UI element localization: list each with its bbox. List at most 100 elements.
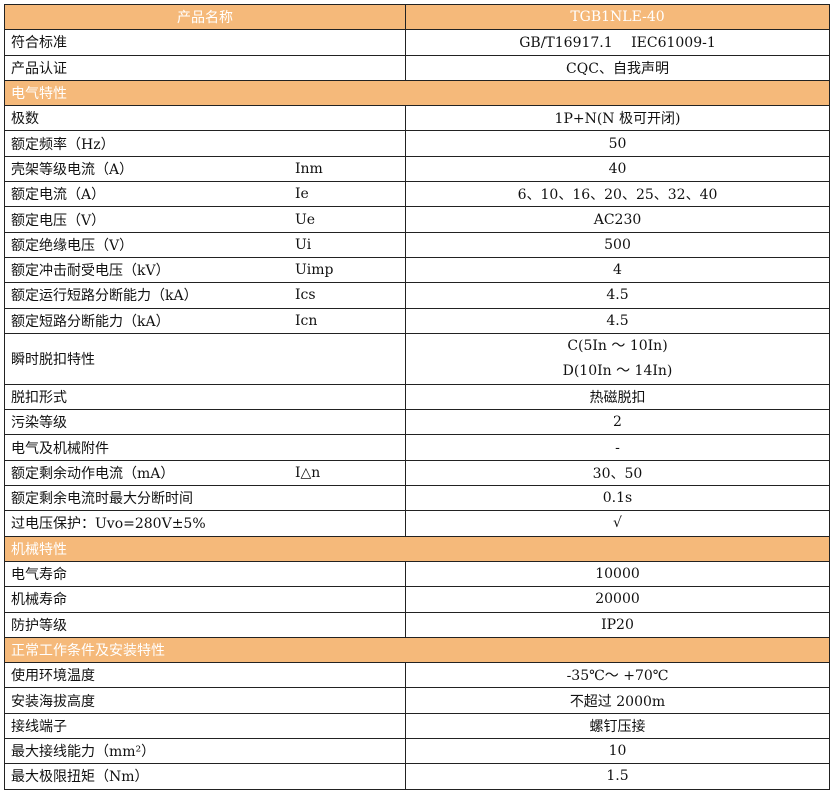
header-value: TGB1NLE-40 bbox=[405, 3, 830, 31]
row-value-cell: -35℃～ +70℃ bbox=[405, 662, 830, 689]
row-label: 额定冲击耐受电压（kV） bbox=[4, 256, 295, 284]
row-label: 接线端子 bbox=[4, 712, 295, 740]
row-label: 防护等级 bbox=[4, 611, 295, 638]
row-symbol bbox=[295, 586, 406, 613]
row-value-cell: AC230 bbox=[405, 206, 830, 233]
section-header: 正常工作条件及安装特性 bbox=[4, 636, 830, 664]
row-value-cell: 10000 bbox=[405, 560, 830, 588]
row-value-cell: 热磁脱扣 bbox=[405, 383, 830, 411]
row-value-cell: √ bbox=[405, 510, 830, 537]
row-value-cell: 10 bbox=[405, 738, 830, 765]
table-row: 过电压保护：Uvo=280V±5% √ bbox=[4, 510, 830, 537]
row-value-cell: 不超过 2000m bbox=[405, 687, 830, 714]
row-symbol: Ics bbox=[295, 282, 406, 309]
table-row: 最大接线能力（mm²） 10 bbox=[4, 738, 830, 765]
row-symbol: Ue bbox=[295, 206, 406, 233]
row-label: 极数 bbox=[4, 105, 295, 132]
row-value-cell: GB/T16917.1 IEC61009-1 bbox=[405, 29, 830, 56]
row-value: C(5In ～ 10In) bbox=[567, 337, 668, 354]
row-value-cell: 2 bbox=[405, 409, 830, 436]
row-label: 额定电压（V） bbox=[4, 206, 295, 233]
row-value-cell: 1P+N(N 极可开闭) bbox=[405, 105, 830, 132]
row-label: 使用环境温度 bbox=[4, 662, 295, 689]
row-symbol bbox=[295, 485, 406, 512]
row-symbol: Inm bbox=[295, 155, 406, 183]
row-label: 最大极限扭矩（Nm） bbox=[4, 763, 295, 790]
row-label: 额定短路分断能力（kA） bbox=[4, 307, 295, 334]
row-label: 额定电流（A） bbox=[4, 181, 295, 208]
row-value-cell: IP20 bbox=[405, 611, 830, 638]
row-label: 脱扣形式 bbox=[4, 383, 295, 411]
row-label: 产品认证 bbox=[4, 54, 295, 81]
table-row: 额定绝缘电压（V） Ui 500 bbox=[4, 231, 830, 258]
row-symbol bbox=[295, 763, 406, 790]
row-label: 额定频率（Hz） bbox=[4, 130, 295, 157]
row-symbol bbox=[295, 409, 406, 436]
row-symbol: I△n bbox=[295, 459, 406, 487]
row-label: 额定绝缘电压（V） bbox=[4, 231, 295, 258]
row-label: 额定运行短路分断能力（kA） bbox=[4, 282, 295, 309]
row-symbol bbox=[295, 662, 406, 689]
row-label: 最大接线能力（mm²） bbox=[4, 738, 295, 765]
row-symbol bbox=[295, 738, 406, 765]
row-label: 过电压保护：Uvo=280V±5% bbox=[4, 510, 295, 537]
row-label: 安装海拔高度 bbox=[4, 687, 295, 714]
table-row: 安装海拔高度 不超过 2000m bbox=[4, 687, 830, 714]
section-title: 机械特性 bbox=[4, 535, 830, 562]
row-symbol bbox=[295, 687, 406, 714]
row-label: 额定剩余电流时最大分断时间 bbox=[4, 485, 295, 512]
section-title: 正常工作条件及安装特性 bbox=[4, 636, 830, 664]
row-symbol: Ui bbox=[295, 231, 406, 258]
row-symbol: Icn bbox=[295, 307, 406, 334]
table-row: 额定频率（Hz） 50 bbox=[4, 130, 830, 157]
table-row: 电气及机械附件 - bbox=[4, 434, 830, 461]
row-symbol bbox=[295, 434, 406, 461]
header-label: 产品名称 bbox=[4, 3, 406, 31]
row-symbol bbox=[295, 712, 406, 740]
section-header: 电气特性 bbox=[4, 79, 830, 107]
table-row: 使用环境温度 -35℃～ +70℃ bbox=[4, 662, 830, 689]
row-symbol bbox=[295, 611, 406, 638]
row-value-cell: 4.5 bbox=[405, 282, 830, 309]
row-value-cell: C(5In ～ 10In) D(10In ～ 14In) bbox=[405, 332, 830, 385]
row-label: 机械寿命 bbox=[4, 586, 295, 613]
row-label: 额定剩余动作电流（mA） bbox=[4, 459, 295, 487]
table-row: 额定短路分断能力（kA） Icn 4.5 bbox=[4, 307, 830, 334]
row-label: 污染等级 bbox=[4, 409, 295, 436]
table-row: 接线端子 螺钉压接 bbox=[4, 712, 830, 740]
table-row: 额定电压（V） Ue AC230 bbox=[4, 206, 830, 233]
row-value-cell: 4.5 bbox=[405, 307, 830, 334]
table-row: 额定剩余电流时最大分断时间 0.1s bbox=[4, 485, 830, 512]
row-value-cell: 30、50 bbox=[405, 459, 830, 487]
table-row: 额定剩余动作电流（mA） I△n 30、50 bbox=[4, 459, 830, 487]
table-row: 防护等级 IP20 bbox=[4, 611, 830, 638]
row-value-cell: 40 bbox=[405, 155, 830, 183]
table-row: 符合标准 GB/T16917.1 IEC61009-1 bbox=[4, 29, 830, 56]
row-symbol bbox=[295, 560, 406, 588]
row-value-cell: 螺钉压接 bbox=[405, 712, 830, 740]
row-label: 瞬时脱扣特性 bbox=[4, 332, 295, 385]
table-row: 脱扣形式 热磁脱扣 bbox=[4, 383, 830, 411]
row-value-cell: 0.1s bbox=[405, 485, 830, 512]
table-row: 最大极限扭矩（Nm） 1.5 bbox=[4, 763, 830, 790]
row-symbol: Uimp bbox=[295, 256, 406, 284]
table-row: 电气寿命 10000 bbox=[4, 560, 830, 588]
row-symbol bbox=[295, 332, 406, 385]
section-title: 电气特性 bbox=[4, 79, 830, 107]
row-label: 符合标准 bbox=[4, 29, 295, 56]
row-symbol bbox=[295, 510, 406, 537]
row-symbol bbox=[295, 54, 406, 81]
section-header: 机械特性 bbox=[4, 535, 830, 562]
row-value-cell: 1.5 bbox=[405, 763, 830, 790]
table-row: 极数 1P+N(N 极可开闭) bbox=[4, 105, 830, 132]
table-header: 产品名称 TGB1NLE-40 bbox=[4, 3, 830, 31]
table-row: 壳架等级电流（A） Inm 40 bbox=[4, 155, 830, 183]
row-label: 电气及机械附件 bbox=[4, 434, 295, 461]
row-symbol: Ie bbox=[295, 181, 406, 208]
row-label: 电气寿命 bbox=[4, 560, 295, 588]
row-symbol bbox=[295, 130, 406, 157]
row-value-cell: 50 bbox=[405, 130, 830, 157]
row-value-cell: 20000 bbox=[405, 586, 830, 613]
row-value-cell: CQC、自我声明 bbox=[405, 54, 830, 81]
row-value-cell: 6、10、16、20、25、32、40 bbox=[405, 181, 830, 208]
